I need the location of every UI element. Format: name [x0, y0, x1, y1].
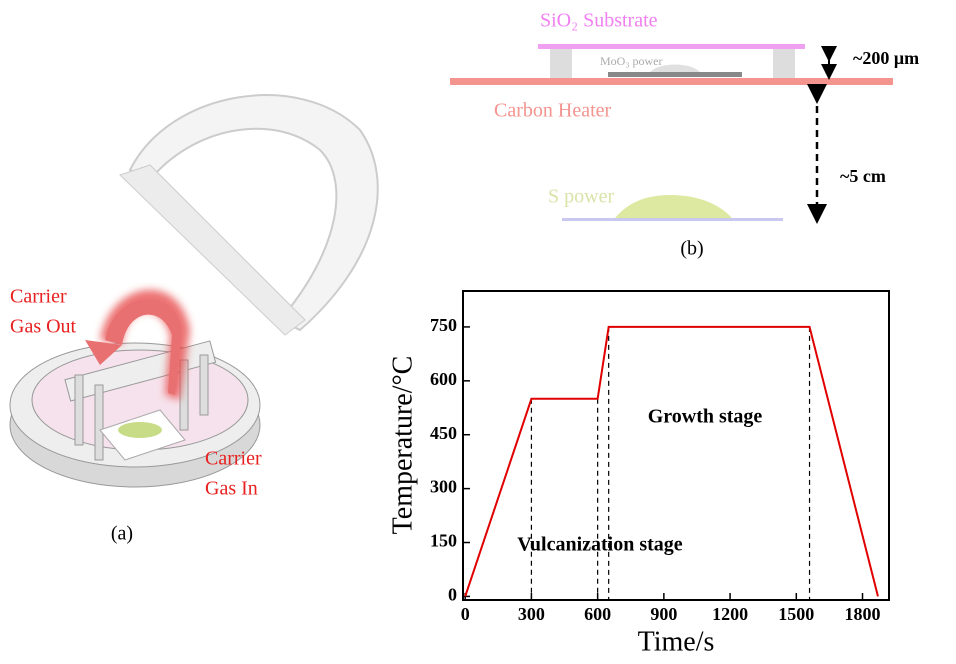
panel-label: (b) — [680, 238, 703, 260]
x-tick-label: 600 — [584, 604, 611, 624]
annotation: Vulcanization stage — [517, 534, 683, 556]
substrate-label: SiO₂ Substrate — [540, 10, 658, 32]
y-tick-label: 150 — [430, 531, 457, 551]
y-axis-label: Temperature/°C — [387, 356, 418, 535]
gas-out-label: Carrier — [10, 286, 67, 308]
x-tick-label: 1800 — [845, 604, 881, 624]
panel-label: (a) — [111, 523, 133, 545]
annotation: Growth stage — [648, 406, 763, 428]
x-tick-label: 0 — [461, 604, 470, 624]
y-tick-label: 750 — [430, 315, 457, 335]
gap-label: ~200 μm — [853, 48, 919, 68]
temperature-line — [465, 327, 878, 596]
heater-label: Carbon Heater — [494, 100, 612, 122]
y-tick-label: 300 — [430, 477, 457, 497]
x-tick-label: 900 — [650, 604, 677, 624]
distance-label: ~5 cm — [840, 166, 886, 186]
figure: Carrier Gas Out Carrier Gas In (a) SiO₂ … — [0, 0, 956, 664]
sulfur-label: S power — [548, 186, 614, 208]
y-tick-label: 450 — [430, 423, 457, 443]
cvd-schematic — [450, 44, 893, 221]
x-axis-label: Time/s — [638, 626, 715, 657]
moo3-label: MoO₃ power — [600, 54, 663, 68]
x-tick-label: 1500 — [778, 604, 814, 624]
chart: 0 300 600 900 1200 1500 1800 0 150 300 450 600 750 — [430, 291, 889, 624]
gas-in-label: Carrier — [205, 448, 262, 470]
page: Carrier Gas Out Carrier Gas In (a) SiO₂ … — [0, 0, 956, 664]
gas-in-label: Gas In — [205, 478, 258, 500]
gas-out-label: Gas Out — [10, 316, 77, 338]
y-tick-label: 600 — [430, 369, 457, 389]
x-tick-label: 1200 — [712, 604, 748, 624]
x-tick-label: 300 — [518, 604, 545, 624]
y-tick-label: 0 — [448, 585, 457, 605]
